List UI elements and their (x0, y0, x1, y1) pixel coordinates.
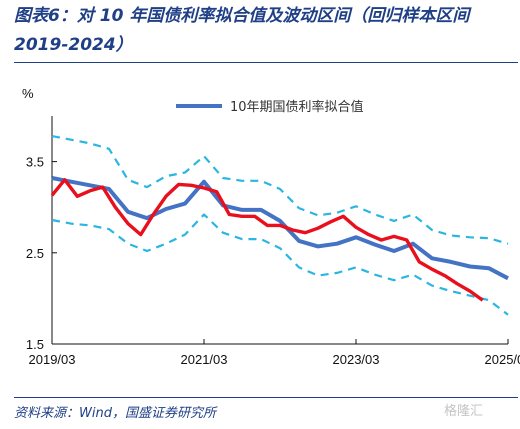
fitted-value-line (51, 176, 509, 281)
upper-band-line (51, 135, 509, 245)
actual-yield-line (50, 178, 484, 302)
legend: 10年期国债利率拟合值 (176, 99, 364, 115)
x-tick-label: 2025/03 (485, 352, 520, 367)
y-tick-label: 1.5 (26, 337, 44, 352)
x-tick-label: 2023/03 (333, 352, 380, 367)
source-divider (14, 397, 518, 398)
chart-title: 图表6：对 10 年国债利率拟合值及波动区间（回归样本区间 2019-2024） (14, 6, 470, 55)
y-tick-label: 2.5 (26, 246, 44, 261)
x-tick-label: 2021/03 (181, 352, 228, 367)
x-tick-label: 2019/03 (29, 352, 76, 367)
y-axis-unit: % (22, 86, 34, 101)
source-note: 资料来源：Wind，国盛证券研究所 (14, 406, 216, 421)
series-lines (50, 135, 509, 316)
legend-label: 10年期国债利率拟合值 (230, 99, 364, 115)
title-divider (14, 62, 518, 63)
watermark: 格隆汇 (444, 404, 484, 419)
y-tick-label: 3.5 (26, 155, 44, 170)
lower-band-line (51, 213, 509, 316)
